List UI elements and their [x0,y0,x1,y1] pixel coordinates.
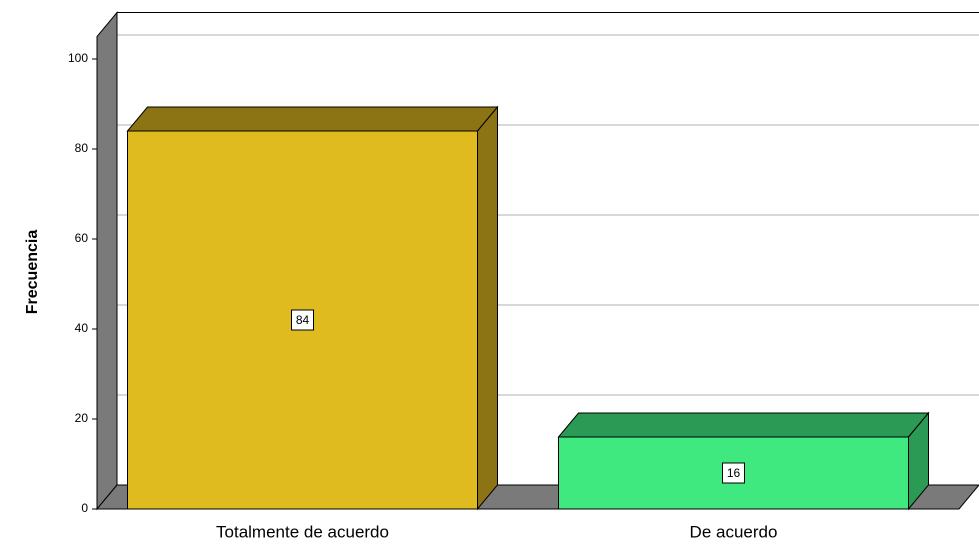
value-label-box [722,462,745,484]
bar [126,105,499,511]
x-tick-label: De acuerdo [690,522,778,541]
bar [557,411,930,511]
y-tick-label: 0 [81,501,88,515]
value-label: 16 [727,466,741,480]
left-wall [96,11,118,511]
y-axis-label: Frecuencia [24,230,41,315]
y-tick-label: 40 [75,321,89,335]
bar-top [126,106,499,132]
y-tick-label: 80 [75,141,89,155]
y-tick-label: 20 [75,411,89,425]
value-label-box [291,309,314,331]
bar-top [557,412,930,438]
bar-side [477,105,498,511]
value-label: 84 [296,313,310,327]
x-tick-label: Totalmente de acuerdo [216,522,389,541]
y-tick-label: 60 [75,231,89,245]
y-tick-label: 100 [68,51,88,65]
